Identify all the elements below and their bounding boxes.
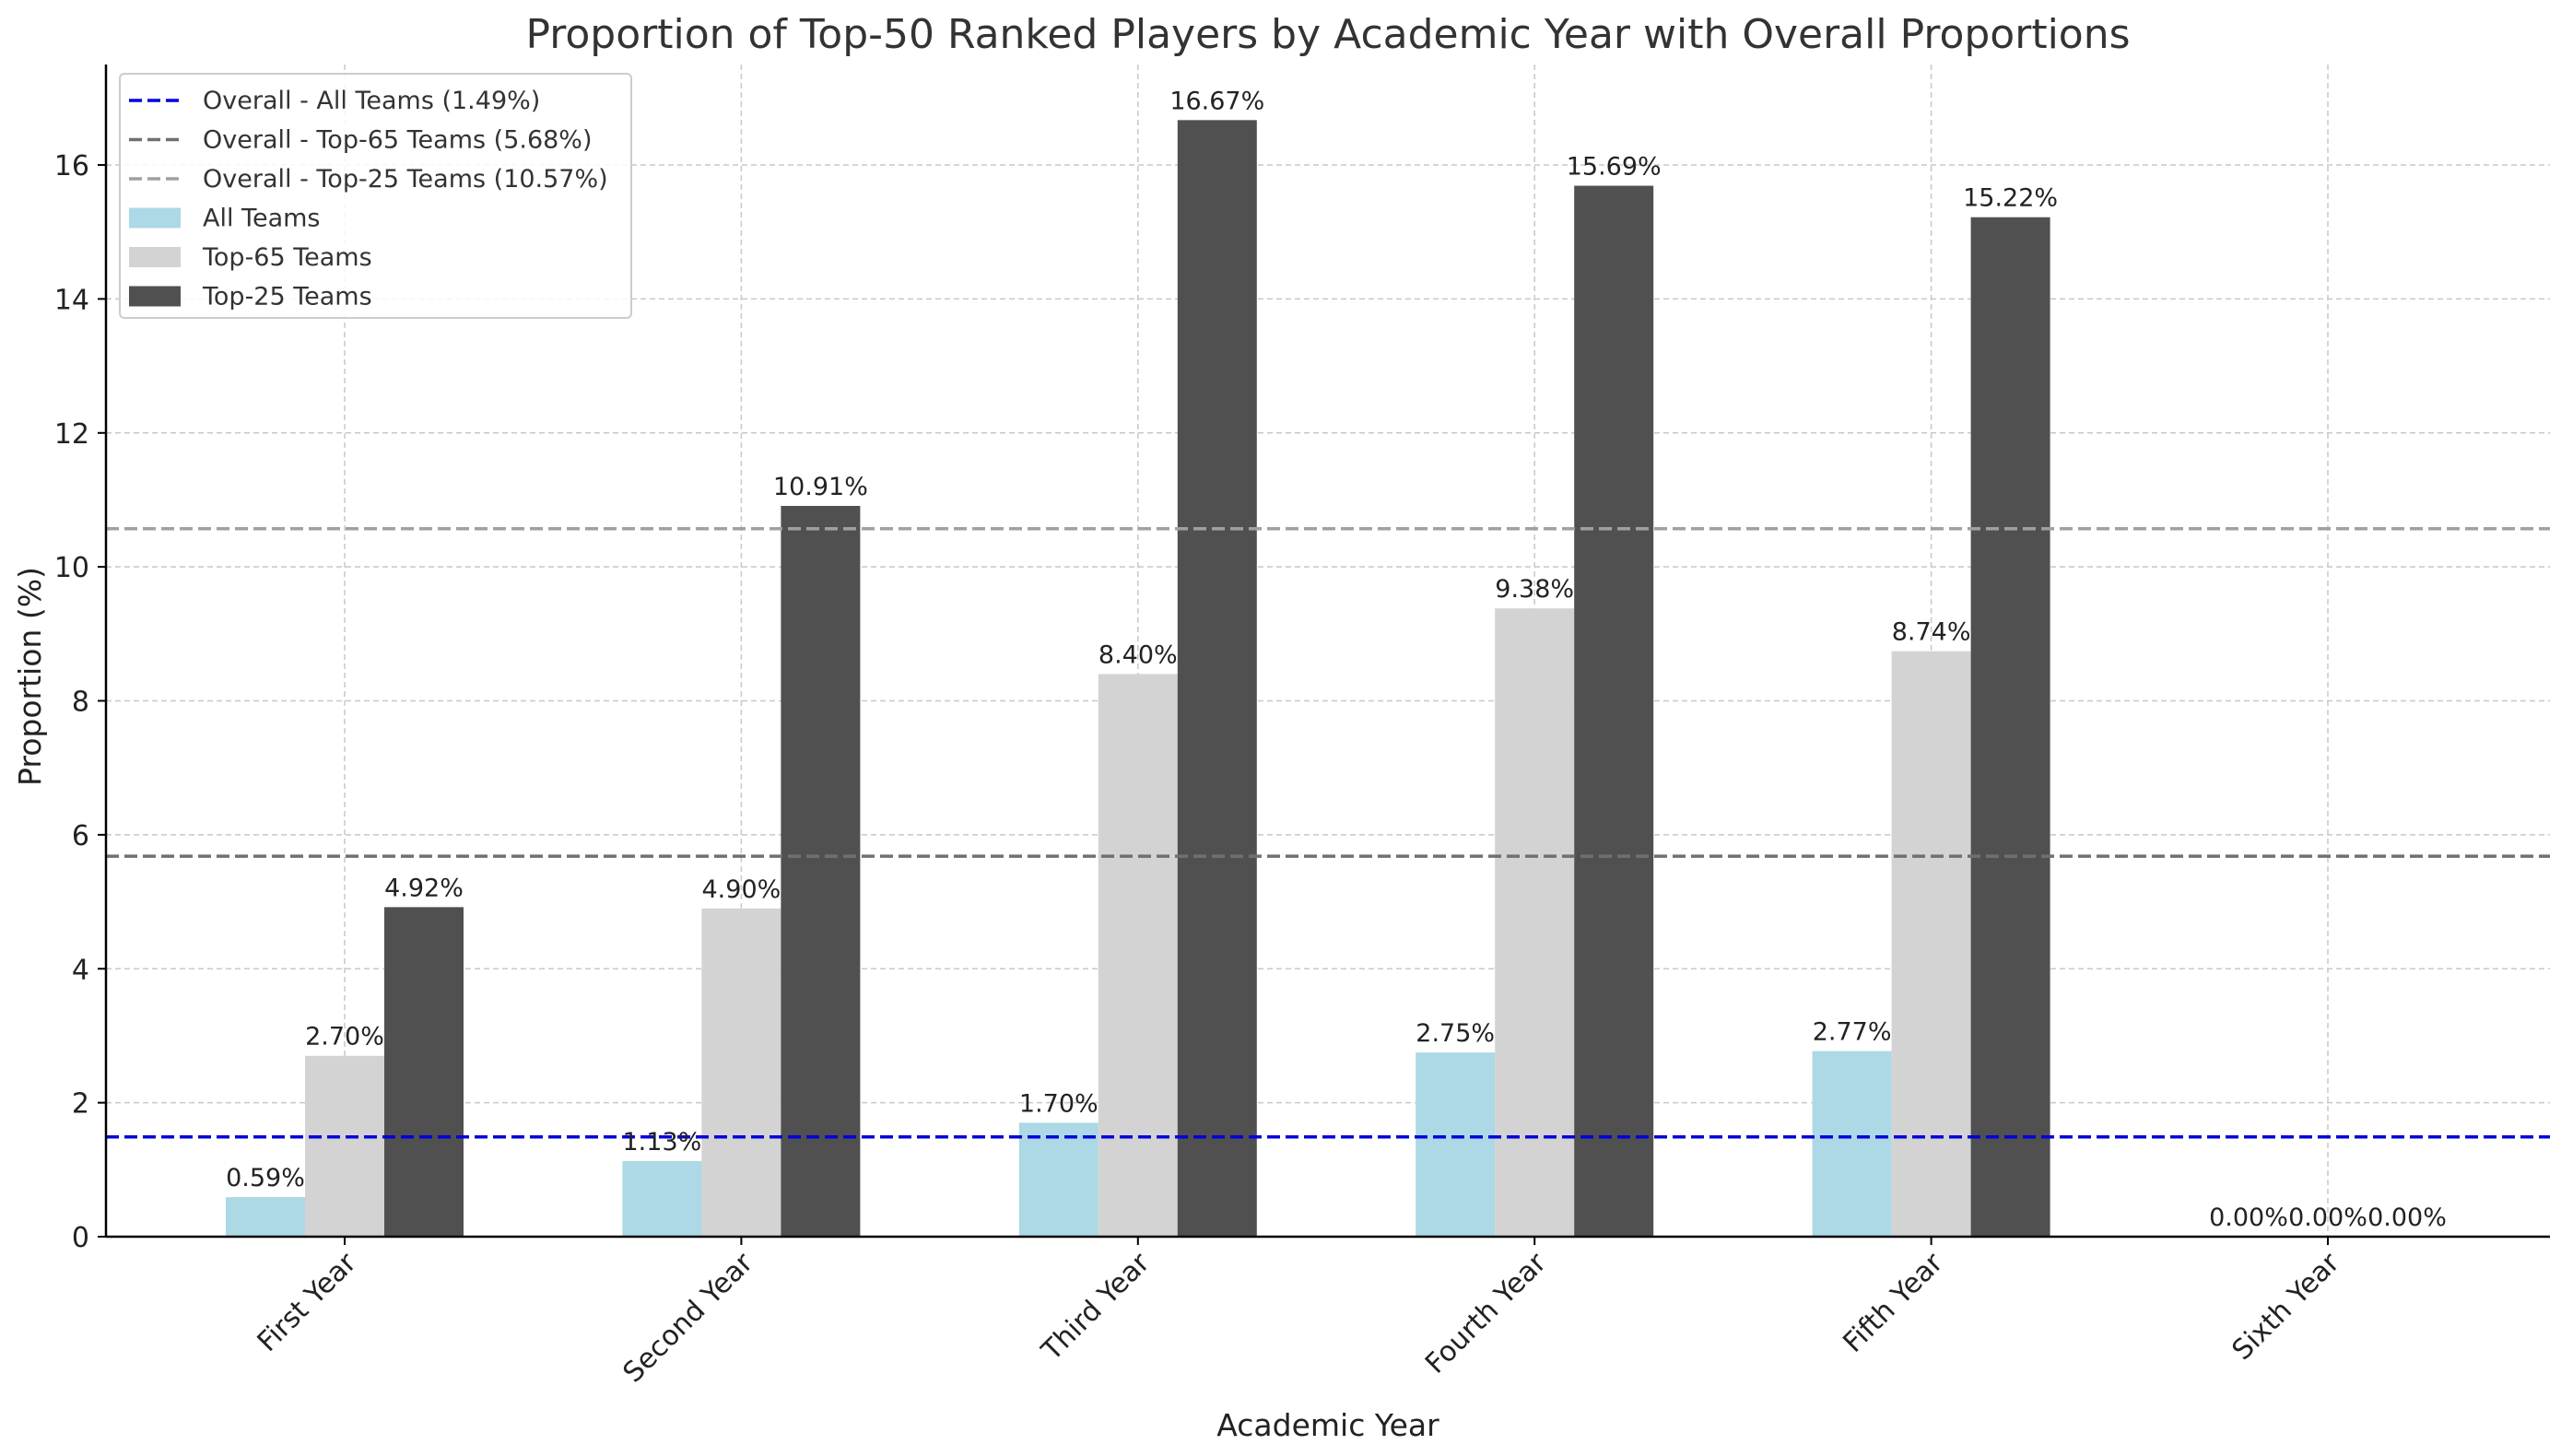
x-tick-label: First Year	[252, 1246, 364, 1358]
data-label: 9.38%	[1495, 575, 1574, 604]
bar	[1970, 217, 2050, 1238]
x-tick-label: Sixth Year	[2226, 1246, 2347, 1367]
reference-lines	[106, 526, 2550, 1139]
x-axis-title: Academic Year	[1216, 1407, 1439, 1443]
y-tick-label: 0	[72, 1222, 89, 1254]
bar	[384, 907, 464, 1237]
legend-label: Top-65 Teams	[202, 243, 372, 272]
bar	[1018, 1122, 1098, 1237]
bar	[1098, 674, 1178, 1237]
x-tick-label: Fifth Year	[1837, 1246, 1949, 1358]
legend-bar-swatch	[129, 247, 181, 267]
bar	[781, 505, 861, 1237]
x-tick-label: Third Year	[1035, 1246, 1157, 1368]
data-label: 2.77%	[1813, 1018, 1892, 1047]
bar	[226, 1197, 305, 1237]
y-tick-label: 10	[54, 552, 89, 584]
x-tick-label: Fourth Year	[1419, 1246, 1553, 1380]
data-label: 15.69%	[1567, 153, 1662, 182]
data-label: 2.75%	[1416, 1019, 1495, 1048]
bar	[1574, 185, 1654, 1237]
data-label: 16.67%	[1169, 87, 1264, 115]
data-label: 1.13%	[623, 1128, 702, 1157]
bar	[1891, 651, 1971, 1237]
data-label: 10.91%	[773, 473, 868, 501]
data-labels: 0.59% 1.13% 1.70% 2.75% 2.77% 0.00% 2.70% 4.90%…	[226, 87, 2447, 1232]
legend-label: Overall - Top-25 Teams (10.57%)	[203, 165, 608, 194]
bar	[1416, 1052, 1496, 1237]
x-tick-label: Second Year	[617, 1246, 760, 1389]
data-label: 0.00%	[2209, 1204, 2288, 1232]
data-label: 8.40%	[1098, 640, 1178, 669]
bar	[1495, 608, 1575, 1237]
bar	[305, 1055, 384, 1237]
data-label: 4.92%	[384, 874, 464, 902]
chart-title: Proportion of Top-50 Ranked Players by A…	[525, 11, 2130, 58]
y-tick-label: 16	[54, 150, 89, 182]
bar	[622, 1160, 702, 1237]
data-label: 0.00%	[2288, 1204, 2367, 1232]
y-tick-label: 4	[72, 954, 89, 986]
legend: Overall - All Teams (1.49%) Overall - Top…	[119, 73, 632, 319]
y-tick-label: 2	[72, 1088, 89, 1121]
data-label: 15.22%	[1963, 184, 2058, 213]
y-axis-title: Proportion (%)	[12, 567, 48, 786]
data-label: 0.00%	[2367, 1204, 2447, 1232]
legend-label: Overall - All Teams (1.49%)	[203, 87, 540, 115]
legend-box	[119, 73, 632, 319]
y-tick-label: 12	[54, 418, 89, 451]
data-label: 0.59%	[226, 1164, 305, 1192]
bars	[226, 120, 2050, 1238]
y-tick-label: 14	[54, 284, 89, 316]
data-label: 2.70%	[305, 1023, 384, 1051]
data-label: 1.70%	[1019, 1089, 1098, 1118]
y-tick-label: 8	[72, 687, 89, 719]
legend-bar-swatch	[129, 286, 181, 307]
bar	[1177, 120, 1257, 1238]
legend-label: Top-25 Teams	[202, 283, 372, 311]
legend-bar-swatch	[129, 207, 181, 229]
data-label: 8.74%	[1892, 618, 1971, 647]
data-label: 4.90%	[702, 875, 781, 904]
legend-label: Overall - Top-65 Teams (5.68%)	[203, 126, 593, 155]
y-tick-label: 6	[72, 820, 89, 852]
bar	[1812, 1051, 1892, 1237]
legend-label: All Teams	[203, 205, 321, 233]
bar	[701, 908, 781, 1237]
